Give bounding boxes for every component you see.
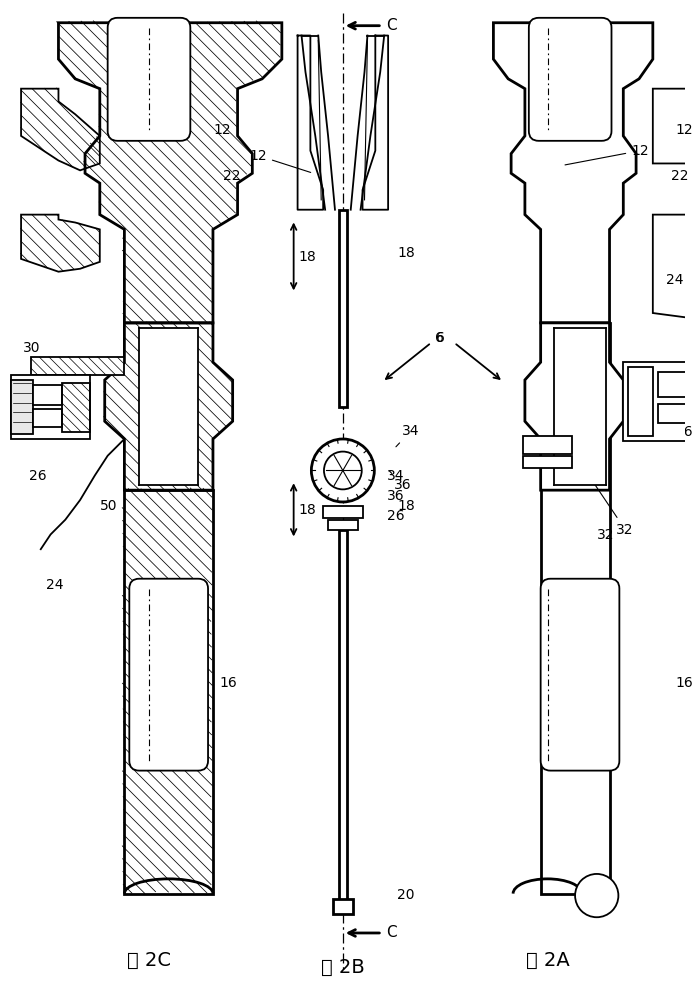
Text: 6: 6 (436, 331, 445, 345)
Bar (339, 530, 347, 908)
FancyBboxPatch shape (541, 579, 619, 771)
Bar (31, 357, 124, 375)
Text: 图 2A: 图 2A (525, 951, 569, 970)
Text: 16: 16 (220, 676, 238, 690)
FancyBboxPatch shape (129, 579, 208, 771)
Text: 30: 30 (23, 341, 40, 355)
Circle shape (575, 874, 619, 917)
Bar (323, 506, 363, 518)
Polygon shape (653, 215, 695, 318)
Text: 18: 18 (299, 250, 316, 264)
FancyBboxPatch shape (529, 18, 612, 141)
Text: 12: 12 (213, 123, 231, 137)
Text: 16: 16 (676, 676, 693, 690)
Bar (523, 456, 572, 468)
Text: 24: 24 (666, 273, 683, 287)
Bar (523, 436, 572, 454)
Circle shape (324, 452, 361, 489)
Bar (63, 383, 90, 432)
Polygon shape (653, 89, 695, 163)
Bar (628, 367, 653, 436)
Circle shape (311, 439, 375, 502)
Text: 32: 32 (597, 528, 614, 542)
Text: 26: 26 (676, 425, 693, 439)
Polygon shape (525, 323, 623, 490)
Text: 26: 26 (29, 469, 47, 483)
Bar (555, 328, 605, 485)
Text: 12: 12 (565, 144, 649, 165)
FancyBboxPatch shape (108, 18, 190, 141)
Polygon shape (541, 323, 610, 894)
Text: 图 2C: 图 2C (127, 951, 171, 970)
Bar (657, 404, 695, 423)
Text: 12: 12 (250, 149, 311, 172)
Text: 24: 24 (46, 578, 63, 592)
Text: 34: 34 (387, 469, 404, 483)
Text: 6: 6 (435, 331, 444, 345)
Text: 34: 34 (396, 424, 419, 447)
Text: 50: 50 (100, 499, 117, 513)
Text: 32: 32 (573, 453, 634, 537)
Text: 12: 12 (676, 123, 693, 137)
Bar (139, 328, 198, 485)
Text: 28: 28 (13, 415, 31, 429)
Polygon shape (493, 23, 653, 323)
Text: 22: 22 (223, 169, 240, 183)
Bar (33, 385, 63, 405)
Text: C: C (386, 925, 397, 940)
Text: C: C (386, 18, 397, 33)
Text: 36: 36 (389, 471, 411, 492)
Text: 26: 26 (387, 509, 404, 523)
Bar (657, 372, 695, 397)
Text: 图 2B: 图 2B (321, 958, 365, 977)
Bar (11, 375, 90, 439)
Text: 18: 18 (397, 246, 415, 260)
Text: 22: 22 (671, 169, 688, 183)
Bar (11, 380, 33, 434)
Bar (339, 210, 347, 407)
Text: 18: 18 (299, 503, 316, 517)
Bar (623, 362, 695, 441)
Bar (33, 409, 63, 427)
Bar (333, 899, 352, 914)
Text: 20: 20 (397, 888, 414, 902)
Text: 18: 18 (397, 499, 415, 513)
Text: 36: 36 (387, 489, 404, 503)
Bar (328, 520, 358, 530)
